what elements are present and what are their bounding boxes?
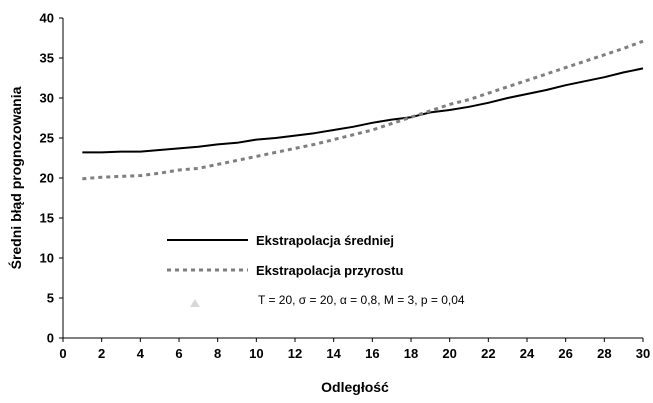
annotation-triangle-marker (190, 299, 200, 307)
x-tick-label: 22 (481, 346, 495, 361)
x-axis-ticks: 0 2 4 6 8 10 12 14 16 18 20 22 24 26 28 30 (59, 338, 650, 361)
annotation-parameters: T = 20, σ = 20, α = 0,8, M = 3, p = 0,04 (258, 293, 465, 307)
x-tick-label: 10 (249, 346, 263, 361)
y-tick-label: 0 (47, 331, 54, 346)
y-tick-label: 25 (40, 131, 54, 146)
y-tick-label: 40 (40, 11, 54, 26)
y-axis-ticks: 0 5 10 15 20 25 30 35 40 (40, 11, 63, 346)
x-tick-label: 4 (137, 346, 145, 361)
legend-label-2: Ekstrapolacja przyrostu (256, 263, 403, 278)
x-tick-label: 2 (98, 346, 105, 361)
x-tick-label: 0 (59, 346, 66, 361)
y-tick-label: 30 (40, 91, 54, 106)
y-tick-label: 15 (40, 211, 54, 226)
x-tick-label: 16 (365, 346, 379, 361)
x-tick-label: 26 (558, 346, 572, 361)
plot-lines (82, 39, 644, 181)
y-tick-label: 20 (40, 171, 54, 186)
x-tick-label: 6 (175, 346, 182, 361)
axes (62, 18, 643, 339)
legend-label-1: Ekstrapolacja średniej (256, 233, 394, 248)
legend: Ekstrapolacja średniej Ekstrapolacja przy… (167, 233, 403, 278)
y-tick-label: 10 (40, 251, 54, 266)
x-tick-label: 14 (326, 346, 341, 361)
x-axis-title: Odległość (321, 379, 389, 395)
x-tick-label: 20 (442, 346, 456, 361)
x-tick-label: 12 (288, 346, 302, 361)
x-tick-label: 30 (636, 346, 650, 361)
x-tick-label: 8 (214, 346, 221, 361)
x-tick-label: 28 (597, 346, 611, 361)
x-tick-label: 24 (520, 346, 535, 361)
series-line-1 (82, 67, 644, 154)
y-tick-label: 35 (40, 51, 54, 66)
series-line-2 (82, 39, 644, 181)
y-axis-title: Średni błąd prognozowania (7, 86, 24, 269)
y-tick-label: 5 (47, 291, 54, 306)
x-tick-label: 18 (404, 346, 418, 361)
